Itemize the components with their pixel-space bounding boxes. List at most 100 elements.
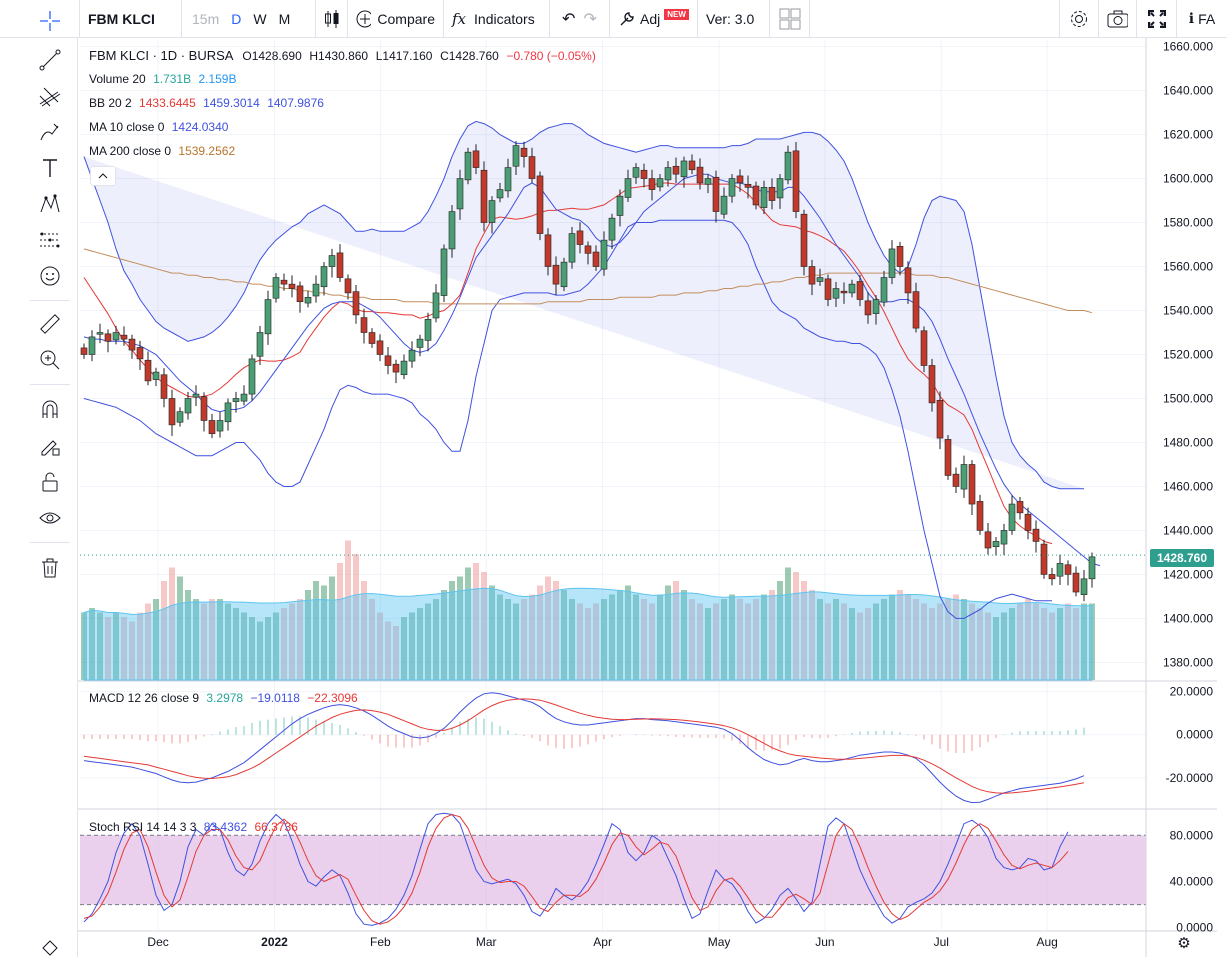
volume-bar bbox=[793, 572, 799, 680]
volume-bar bbox=[913, 599, 919, 680]
ohlc-low: L1417.160 bbox=[375, 49, 433, 63]
volume-bar bbox=[889, 594, 895, 680]
volume-legend[interactable]: Volume 20 1.731B 2.159B bbox=[89, 72, 237, 86]
version-label[interactable]: Ver: 3.0 bbox=[698, 0, 770, 38]
volume-bar bbox=[513, 603, 519, 680]
volume-bar bbox=[281, 608, 287, 680]
candle-up bbox=[632, 167, 640, 178]
volume-bar bbox=[801, 581, 807, 680]
candle-down bbox=[552, 264, 560, 285]
volume-bar bbox=[785, 567, 791, 680]
time-tick-label: Feb bbox=[370, 935, 391, 949]
volume-bar bbox=[249, 617, 255, 680]
symbol-search[interactable]: FBM KLCI bbox=[80, 0, 182, 38]
eye-icon bbox=[39, 512, 61, 524]
crosshair-icon bbox=[40, 11, 60, 31]
stoch-tick-label: 0.0000 bbox=[1176, 921, 1213, 935]
volume-bar bbox=[945, 599, 951, 680]
price-tick-label: 1500.000 bbox=[1163, 391, 1213, 405]
bb-legend-name: BB 20 2 bbox=[89, 96, 132, 110]
stoch-legend[interactable]: Stoch RSI 14 14 3 3 83.4362 66.3736 bbox=[89, 820, 298, 834]
price-tick-label: 1580.000 bbox=[1163, 216, 1213, 230]
volume-bar bbox=[929, 608, 935, 680]
price-tick-label: 1600.000 bbox=[1163, 172, 1213, 186]
info-icon: ℹ bbox=[1188, 10, 1195, 26]
fullscreen-button[interactable] bbox=[1137, 0, 1177, 38]
candle-down bbox=[1040, 543, 1048, 575]
volume-bar bbox=[649, 603, 655, 680]
volume-bar bbox=[1033, 603, 1039, 680]
pattern-tool[interactable] bbox=[37, 191, 63, 217]
candle-down bbox=[952, 473, 960, 487]
main-legend: FBM KLCI · 1D · BURSA O1428.690 H1430.86… bbox=[89, 48, 596, 63]
volume-ma-value: 2.159B bbox=[198, 72, 237, 86]
interval-w[interactable]: W bbox=[253, 10, 267, 27]
interval-m[interactable]: M bbox=[278, 10, 291, 27]
candle-down bbox=[280, 279, 288, 285]
candle-down bbox=[688, 160, 696, 171]
magnet-tool[interactable] bbox=[37, 397, 63, 423]
undo-icon[interactable]: ↶ bbox=[562, 10, 576, 28]
interval-d[interactable]: D bbox=[231, 10, 242, 27]
remove-tool[interactable] bbox=[37, 555, 63, 581]
volume-bar bbox=[977, 608, 983, 680]
volume-bar bbox=[657, 594, 663, 680]
last-price-label: 1428.760 bbox=[1150, 549, 1214, 567]
time-tick-label: May bbox=[708, 935, 731, 949]
ohlc-change: −0.780 (−0.05%) bbox=[506, 49, 596, 63]
zoom-in-icon bbox=[40, 350, 60, 370]
layout-button[interactable] bbox=[770, 0, 810, 38]
stoch-k-value: 83.4362 bbox=[203, 820, 248, 834]
icons-tool[interactable] bbox=[37, 263, 63, 289]
ma10-legend[interactable]: MA 10 close 0 1424.0340 bbox=[89, 120, 228, 134]
hide-toolbar-button[interactable] bbox=[37, 935, 63, 957]
candle-up bbox=[408, 349, 416, 362]
candle-down bbox=[392, 363, 400, 373]
text-tool[interactable] bbox=[37, 155, 63, 181]
fundamentals-button[interactable]: ℹ FA bbox=[1177, 0, 1227, 38]
candle-down bbox=[1016, 501, 1024, 514]
candle-down bbox=[104, 333, 112, 342]
crosshair-tool[interactable] bbox=[37, 8, 63, 34]
bb-legend[interactable]: BB 20 2 1433.6445 1459.3014 1407.9876 bbox=[89, 96, 324, 110]
undo-redo-group: ↶ ↷ bbox=[550, 0, 610, 38]
candle-up bbox=[176, 411, 184, 423]
indicators-button[interactable]: fx Indicators bbox=[444, 0, 550, 38]
macd-hist-value: 3.2978 bbox=[206, 691, 244, 705]
lock-tool[interactable] bbox=[37, 469, 63, 495]
macd-legend[interactable]: MACD 12 26 close 9 3.2978 −19.0118 −22.3… bbox=[89, 691, 358, 705]
visibility-tool[interactable] bbox=[37, 505, 63, 531]
volume-bar bbox=[297, 599, 303, 680]
draw-mode-tool[interactable] bbox=[37, 433, 63, 459]
interval-15m[interactable]: 15m bbox=[192, 10, 220, 27]
fib-tool[interactable] bbox=[37, 83, 63, 109]
volume-bar bbox=[473, 563, 479, 680]
chart-type-button[interactable] bbox=[316, 0, 348, 38]
candle-up bbox=[264, 299, 272, 335]
measure-tool[interactable] bbox=[37, 311, 63, 337]
compare-button[interactable]: Compare bbox=[348, 0, 444, 38]
ma200-legend[interactable]: MA 200 close 0 1539.2562 bbox=[89, 144, 235, 158]
prediction-tool[interactable] bbox=[37, 227, 63, 253]
candle-up bbox=[656, 178, 664, 188]
volume-bar bbox=[1017, 603, 1023, 680]
candle-down bbox=[144, 359, 152, 382]
volume-bar bbox=[1009, 608, 1015, 680]
brush-tool[interactable] bbox=[37, 119, 63, 145]
trendline-tool[interactable] bbox=[37, 47, 63, 73]
zoom-tool[interactable] bbox=[37, 347, 63, 373]
redo-icon[interactable]: ↷ bbox=[583, 10, 597, 28]
macd-tick-label: 0.0000 bbox=[1176, 728, 1213, 742]
left-drawing-toolbar bbox=[0, 11, 78, 957]
snapshot-button[interactable] bbox=[1099, 0, 1137, 38]
candle-down bbox=[968, 464, 976, 505]
candle-down bbox=[920, 330, 928, 366]
settings-button[interactable] bbox=[1059, 0, 1099, 38]
adj-button[interactable]: Adj NEW bbox=[610, 0, 698, 38]
symbol-title[interactable]: FBM KLCI · 1D · BURSA bbox=[89, 48, 233, 63]
candle-up bbox=[832, 288, 840, 299]
candle-up bbox=[608, 217, 616, 241]
legend-collapse-button[interactable] bbox=[90, 166, 116, 186]
volume-bar bbox=[537, 585, 543, 680]
